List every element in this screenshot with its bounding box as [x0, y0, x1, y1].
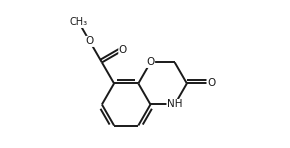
Text: NH: NH — [167, 99, 182, 110]
Text: O: O — [119, 45, 127, 55]
Text: O: O — [146, 57, 155, 67]
Text: CH₃: CH₃ — [70, 17, 88, 28]
Text: O: O — [86, 36, 94, 46]
Text: O: O — [207, 78, 215, 89]
